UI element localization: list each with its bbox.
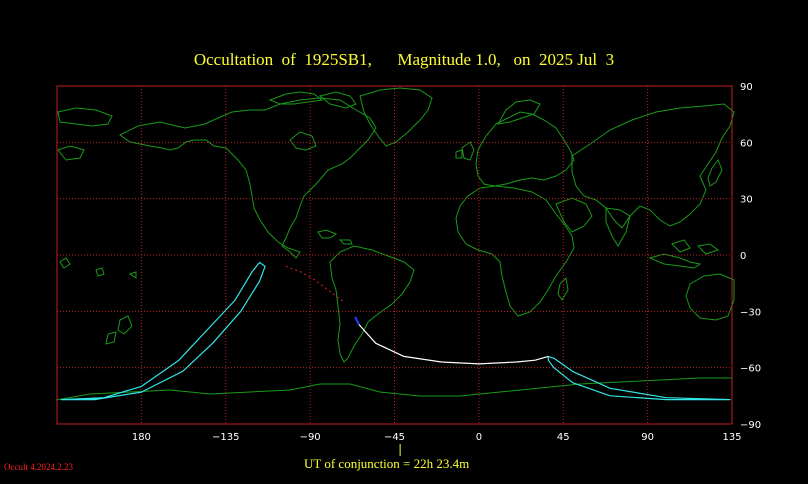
- coast-europe: [475, 111, 575, 187]
- coast-arabia: [555, 197, 593, 233]
- coast-arctic-islands: [268, 91, 357, 109]
- coastlines: [55, 87, 735, 401]
- latitude-tick-label: −30: [740, 307, 761, 318]
- grid-labels: 180 −135 −90 −45 0 45 90 135 90 60 30 0 −30 −60 −90: [132, 82, 761, 456]
- longitude-tick-label: −45: [384, 432, 405, 443]
- latitude-tick-label: −60: [740, 364, 761, 375]
- latitude-tick-label: 60: [740, 138, 753, 149]
- coast-asia: [571, 103, 735, 229]
- coast-indonesia: [648, 239, 720, 269]
- longitude-tick-label: 45: [557, 432, 570, 443]
- star-position-marker: [354, 316, 360, 325]
- longitude-tick-label: 180: [132, 432, 151, 443]
- occultation-center-line: [358, 324, 549, 365]
- occultation-paths: [60, 261, 731, 401]
- coast-north-america: [119, 97, 377, 259]
- coast-south-america: [329, 245, 415, 363]
- coast-far-east-west: [57, 107, 113, 127]
- coast-british-isles: [455, 141, 475, 161]
- longitude-tick-label: −135: [212, 432, 239, 443]
- longitude-tick-label: 135: [722, 432, 741, 443]
- coast-alaska-west: [57, 145, 85, 161]
- coast-scandinavia: [497, 99, 541, 125]
- coast-greenland: [359, 87, 433, 147]
- coast-pacific-islands: [59, 257, 137, 279]
- latitude-tick-label: 0: [740, 251, 746, 262]
- coast-caribbean: [317, 229, 353, 245]
- longitude-tick-label: 0: [476, 432, 482, 443]
- path-limit-loop-east: [547, 355, 731, 401]
- coast-africa: [455, 185, 575, 317]
- coast-japan: [707, 158, 723, 187]
- ut-of-conjunction: UT of conjunction = 22h 23.4m: [304, 456, 470, 471]
- coast-australia: [685, 273, 735, 321]
- latitude-tick-label: −90: [740, 420, 761, 431]
- coordinate-grid: [56, 85, 733, 425]
- longitude-tick-label: −90: [300, 432, 321, 443]
- version-label: Occult 4.2024.2.23: [4, 462, 73, 472]
- latitude-tick-label: 90: [740, 82, 753, 93]
- coast-new-zealand: [105, 315, 133, 345]
- pre-occultation-path: [285, 265, 345, 303]
- coast-hudson-bay: [289, 131, 317, 151]
- coast-india: [605, 207, 631, 247]
- coast-madagascar: [557, 276, 569, 301]
- chart-title: Occultation of 1925SB1, Magnitude 1.0, o…: [193, 50, 615, 69]
- path-limit-loop-west: [60, 261, 266, 401]
- coast-antarctica: [55, 377, 732, 401]
- latitude-tick-label: 30: [740, 195, 753, 206]
- longitude-tick-label: 90: [641, 432, 654, 443]
